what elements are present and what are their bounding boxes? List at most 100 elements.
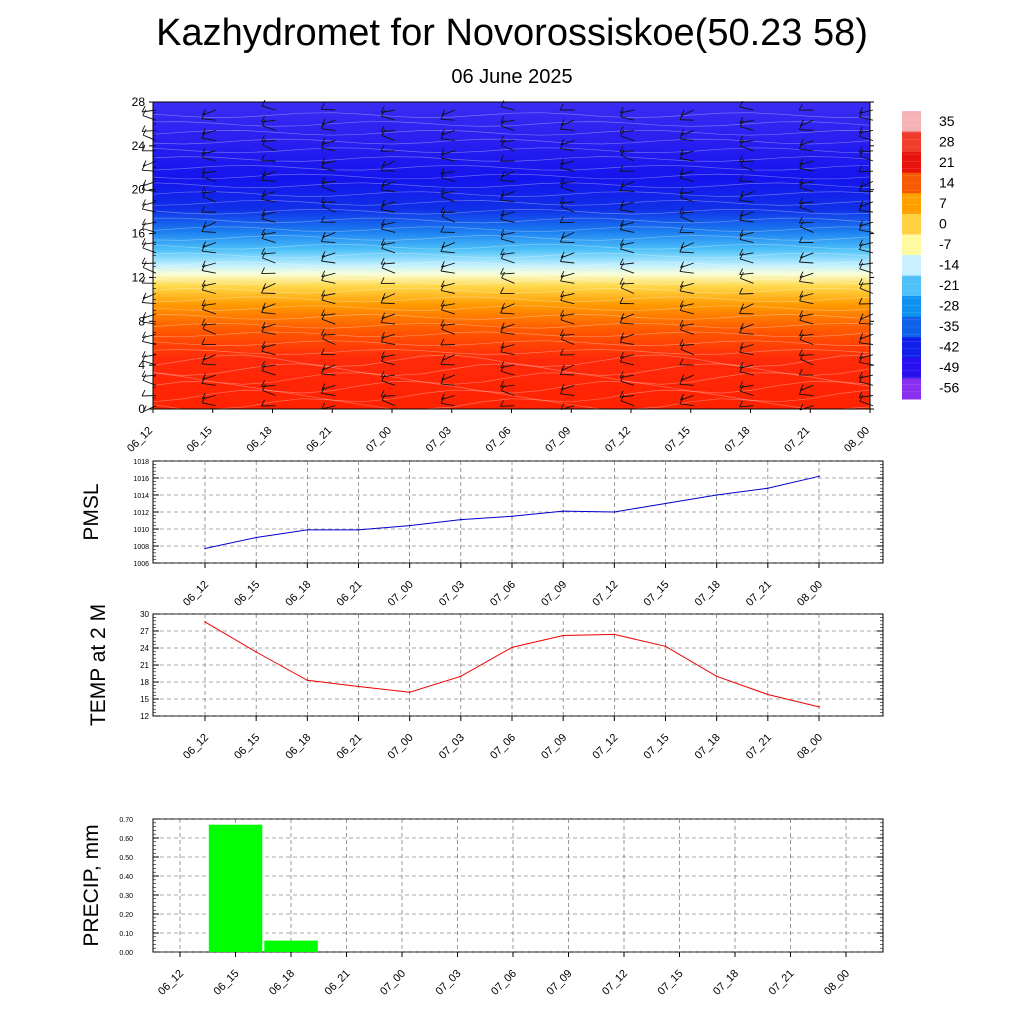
wind-barb-flag: [858, 258, 863, 266]
wind-barb-staff: [381, 242, 396, 246]
wind-barb-staff: [261, 252, 276, 255]
wind-barb-staff: [859, 109, 874, 114]
wind-barb-staff: [680, 262, 694, 269]
wind-barb-flag: [739, 139, 744, 147]
data-point: [357, 529, 360, 531]
precip-bar: [264, 940, 318, 952]
wind-barb-staff: [202, 221, 216, 229]
wind-barb-flag: [380, 183, 385, 191]
wind-barb-staff: [739, 231, 754, 237]
x-tick-label: 08_00: [842, 425, 872, 455]
wind-barb-staff: [858, 322, 874, 325]
colorbar-swatch: [902, 172, 921, 194]
wind-barb-staff: [500, 370, 515, 376]
wind-barb-flag: [440, 377, 445, 385]
wind-barb-staff: [560, 319, 575, 325]
wind-barb-staff: [500, 331, 515, 335]
chart-subtitle: 06 June 2025: [451, 66, 573, 88]
wind-barb-flag: [381, 242, 386, 249]
x-tick-label: 07_18: [723, 425, 753, 455]
y-tick-label: 1018: [133, 459, 149, 466]
wind-barb-flag: [859, 262, 864, 270]
wind-barb-flag: [320, 254, 325, 262]
wind-barb-staff: [680, 216, 694, 223]
wind-barb-flag: [321, 363, 326, 371]
wind-barb-flag: [858, 278, 863, 285]
wind-barb-staff: [739, 258, 754, 264]
x-tick-label: 07_03: [434, 968, 464, 998]
wind-barb-staff: [142, 374, 157, 378]
wind-barb-flag: [739, 210, 744, 217]
wind-barb-flag: [261, 286, 265, 294]
wind-barb-flag: [739, 252, 744, 260]
wind-barb-staff: [142, 293, 157, 300]
wind-barbs: [141, 99, 874, 413]
wind-barb-staff: [621, 287, 635, 294]
wind-barb-flag: [440, 187, 445, 194]
wind-barb-staff: [141, 129, 157, 132]
y-axis-label: PMSL: [80, 483, 103, 540]
wind-barb-flag: [500, 252, 505, 259]
contour-line: [152, 331, 871, 338]
contour-line: [152, 121, 871, 127]
wind-barb-flag: [440, 303, 445, 311]
wind-barb-staff: [500, 199, 515, 203]
wind-barb-flag: [799, 178, 804, 185]
wind-barb-flag: [142, 179, 147, 187]
wind-barb-staff: [441, 354, 455, 362]
wind-barb-flag: [679, 358, 684, 366]
y-tick-label: 28: [132, 95, 146, 109]
data-point: [562, 634, 564, 637]
wind-barb-staff: [859, 282, 874, 286]
wind-barb-flag: [500, 361, 505, 368]
wind-barb-staff: [859, 395, 874, 398]
wind-barb-staff: [560, 333, 575, 337]
wind-barb-flag: [679, 132, 684, 140]
wind-barb-flag: [262, 138, 267, 146]
data-point: [818, 475, 820, 478]
wind-barb-flag: [202, 353, 207, 361]
wind-barb-flag: [739, 248, 744, 256]
wind-barb-flag: [142, 292, 147, 300]
wind-barb-staff: [859, 229, 874, 233]
plot-frame: [152, 818, 884, 953]
wind-barb-flag: [619, 223, 624, 230]
wind-barb-flag: [619, 277, 624, 285]
wind-barb-flag: [559, 142, 564, 149]
data-point: [204, 621, 206, 623]
wind-barb-flag: [201, 338, 206, 345]
wind-barb-staff: [739, 405, 754, 408]
wind-barb-flag: [859, 282, 864, 289]
wind-barb-flag: [380, 296, 385, 304]
wind-barb-staff: [560, 272, 575, 278]
wind-barb-flag: [261, 228, 266, 236]
wind-barb-flag: [798, 103, 803, 111]
wind-barb-flag: [201, 260, 206, 268]
wind-barb-flag: [679, 265, 684, 272]
data-point: [511, 515, 513, 518]
wind-barb-staff: [679, 251, 694, 254]
contour-line: [152, 363, 871, 376]
wind-barb-flag: [201, 392, 206, 400]
wind-barb-staff: [381, 129, 396, 133]
wind-barb-flag: [620, 129, 625, 137]
wind-barb-staff: [380, 150, 396, 152]
wind-barb-flag: [321, 157, 326, 165]
wind-barb-flag: [201, 280, 206, 287]
wind-barb-staff: [202, 282, 216, 287]
x-tick-label: 07_15: [642, 579, 672, 609]
data-point: [613, 511, 616, 513]
wind-barb-staff: [440, 170, 455, 175]
wind-barb-staff: [440, 270, 455, 274]
wind-barb-flag: [560, 383, 565, 391]
wind-barb-flag: [142, 374, 147, 381]
wind-barb-flag: [680, 343, 685, 350]
wind-barb-staff: [202, 308, 216, 315]
wind-barb-flag: [320, 122, 325, 129]
wind-barb-staff: [381, 354, 396, 359]
wind-barb-staff: [799, 339, 814, 345]
wind-barb-staff: [261, 344, 276, 349]
y-tick-label: 0.20: [119, 912, 133, 919]
wind-barb-flag: [141, 276, 146, 284]
wind-barb-flag: [560, 161, 565, 169]
